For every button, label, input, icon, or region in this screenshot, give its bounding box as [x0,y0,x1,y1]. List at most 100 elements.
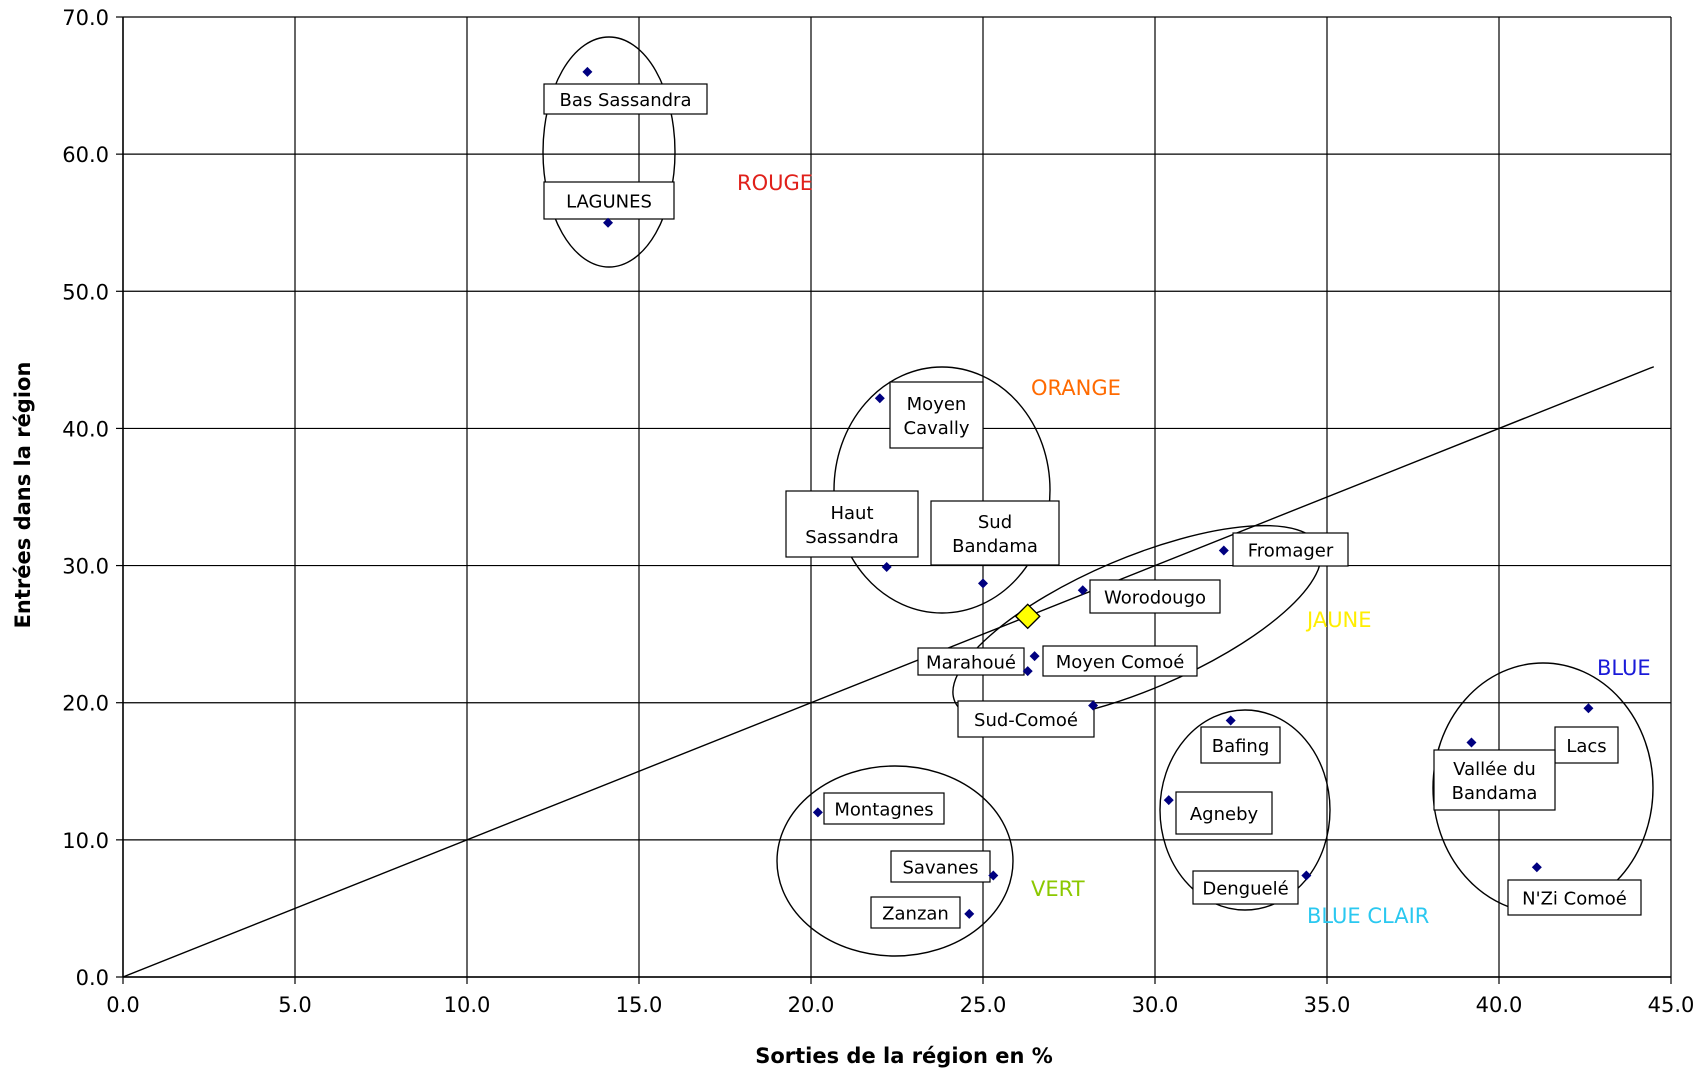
point-label: Haut [830,503,873,524]
x-tick-label: 0.0 [106,993,139,1017]
data-point [1225,715,1236,726]
point-label: Lacs [1566,736,1606,757]
point-label-box: Fromager [1232,532,1349,567]
y-tick-label: 70.0 [62,6,109,30]
label-box-frame [785,490,919,558]
label-boxes: Bas Sassandra LAGUNES Moyen Cavally Haut Sass… [543,83,1642,929]
x-tick-label: 40.0 [1476,993,1523,1017]
label-box-frame [1192,870,1299,905]
label-box-frame [1042,645,1198,677]
data-point [1029,651,1040,662]
y-tick-label: 60.0 [62,143,109,167]
group-labels: ROUGE ORANGE JAUNE BLUE VERT BLUE CLAIR [737,171,1651,928]
group-ellipse-3 [1159,709,1331,911]
y-tick-label: 30.0 [62,555,109,579]
data-point [1301,870,1312,881]
point-label: Moyen Comoé [1056,652,1185,673]
point-label-box: Worodougo [1089,579,1221,614]
point-label: Cavally [904,418,970,439]
data-point [1088,700,1099,711]
data-point [1022,666,1033,677]
point-label-box: Agneby [1175,791,1273,835]
point-label: Moyen [907,394,967,415]
point-label-box: Moyen Comoé [1042,645,1198,677]
label-box-frame [889,381,984,449]
point-label-box: Vallée du Bandama [1433,749,1556,811]
point-label: Fromager [1248,541,1334,562]
data-point [1163,795,1174,806]
data-point [1466,737,1477,748]
point-label-box: Bas Sassandra [543,83,708,115]
data-point [1218,545,1229,556]
reference-line [122,366,1655,978]
data-point [1077,585,1088,596]
data-point [964,908,975,919]
data-point [1531,862,1542,873]
point-label: Worodougo [1104,588,1206,609]
group-label: VERT [1031,877,1085,901]
label-box-frame [823,792,945,825]
axes: 0.0 5.0 10.0 15.0 20.0 25.0 30.0 35.0 40.0 45.0 0.… [62,6,1694,1017]
x-tick-label: 20.0 [788,993,835,1017]
y-tick-label: 20.0 [62,692,109,716]
label-box-frame [543,181,675,220]
x-tick-label: 25.0 [960,993,1007,1017]
group-ellipse-1 [833,366,1051,614]
x-tick-label: 10.0 [444,993,491,1017]
point-label-box: Savanes [890,850,991,883]
x-tick-label: 5.0 [278,993,311,1017]
x-tick-label: 45.0 [1648,993,1695,1017]
point-label: Montagnes [834,800,933,821]
label-box-frame [1200,726,1281,764]
point-label: LAGUNES [566,192,652,213]
point-label: Sassandra [805,527,899,548]
data-point [812,807,823,818]
y-tick-label: 10.0 [62,829,109,853]
point-label-box: Haut Sassandra [785,490,919,558]
label-box-frame [1433,749,1556,811]
label-box-frame [917,647,1025,676]
data-point [1583,703,1594,714]
point-label: Sud-Comoé [974,710,1078,731]
data-point [874,393,885,404]
data-point [881,561,892,572]
group-ellipse-5 [776,765,1014,957]
group-ellipses [542,36,1654,957]
point-label-box: Marahoué [917,647,1025,676]
label-box-frame [1507,879,1642,916]
group-label: JAUNE [1305,608,1372,632]
point-label: Vallée du [1453,759,1536,780]
highlight-point [1014,603,1041,630]
point-label: Zanzan [882,904,949,925]
reference-line-layer [122,366,1655,978]
point-label-box: Sud Bandama [930,500,1060,566]
label-box-frame [957,700,1095,738]
y-tick-label: 50.0 [62,280,109,304]
y-tick-label: 0.0 [76,966,109,990]
group-label: BLUE CLAIR [1307,904,1429,928]
group-ellipse-0 [542,36,676,268]
label-box-frame [1089,579,1221,614]
label-box-frame [1232,532,1349,567]
y-axis-title: Entrées dans la région [11,362,35,629]
x-tick-label: 15.0 [616,993,663,1017]
data-point [603,217,614,228]
point-label-box: Lacs [1554,726,1619,764]
point-label: Denguelé [1202,879,1288,900]
label-box-frame [870,896,961,929]
group-label: ROUGE [737,171,813,195]
x-axis-title: Sorties de la région en % [755,1044,1053,1068]
x-tick-label: 35.0 [1304,993,1351,1017]
point-label-box: Sud-Comoé [957,700,1095,738]
point-label: Marahoué [926,653,1016,674]
point-label: Agneby [1190,804,1259,825]
label-box-frame [1175,791,1273,835]
data-point [978,578,988,589]
point-label-box: Zanzan [870,896,961,929]
point-label: Bandama [1452,783,1538,804]
point-label: Bas Sassandra [560,90,692,111]
data-point [988,870,999,881]
point-label: Sud [978,512,1012,533]
group-label: BLUE [1597,656,1651,680]
